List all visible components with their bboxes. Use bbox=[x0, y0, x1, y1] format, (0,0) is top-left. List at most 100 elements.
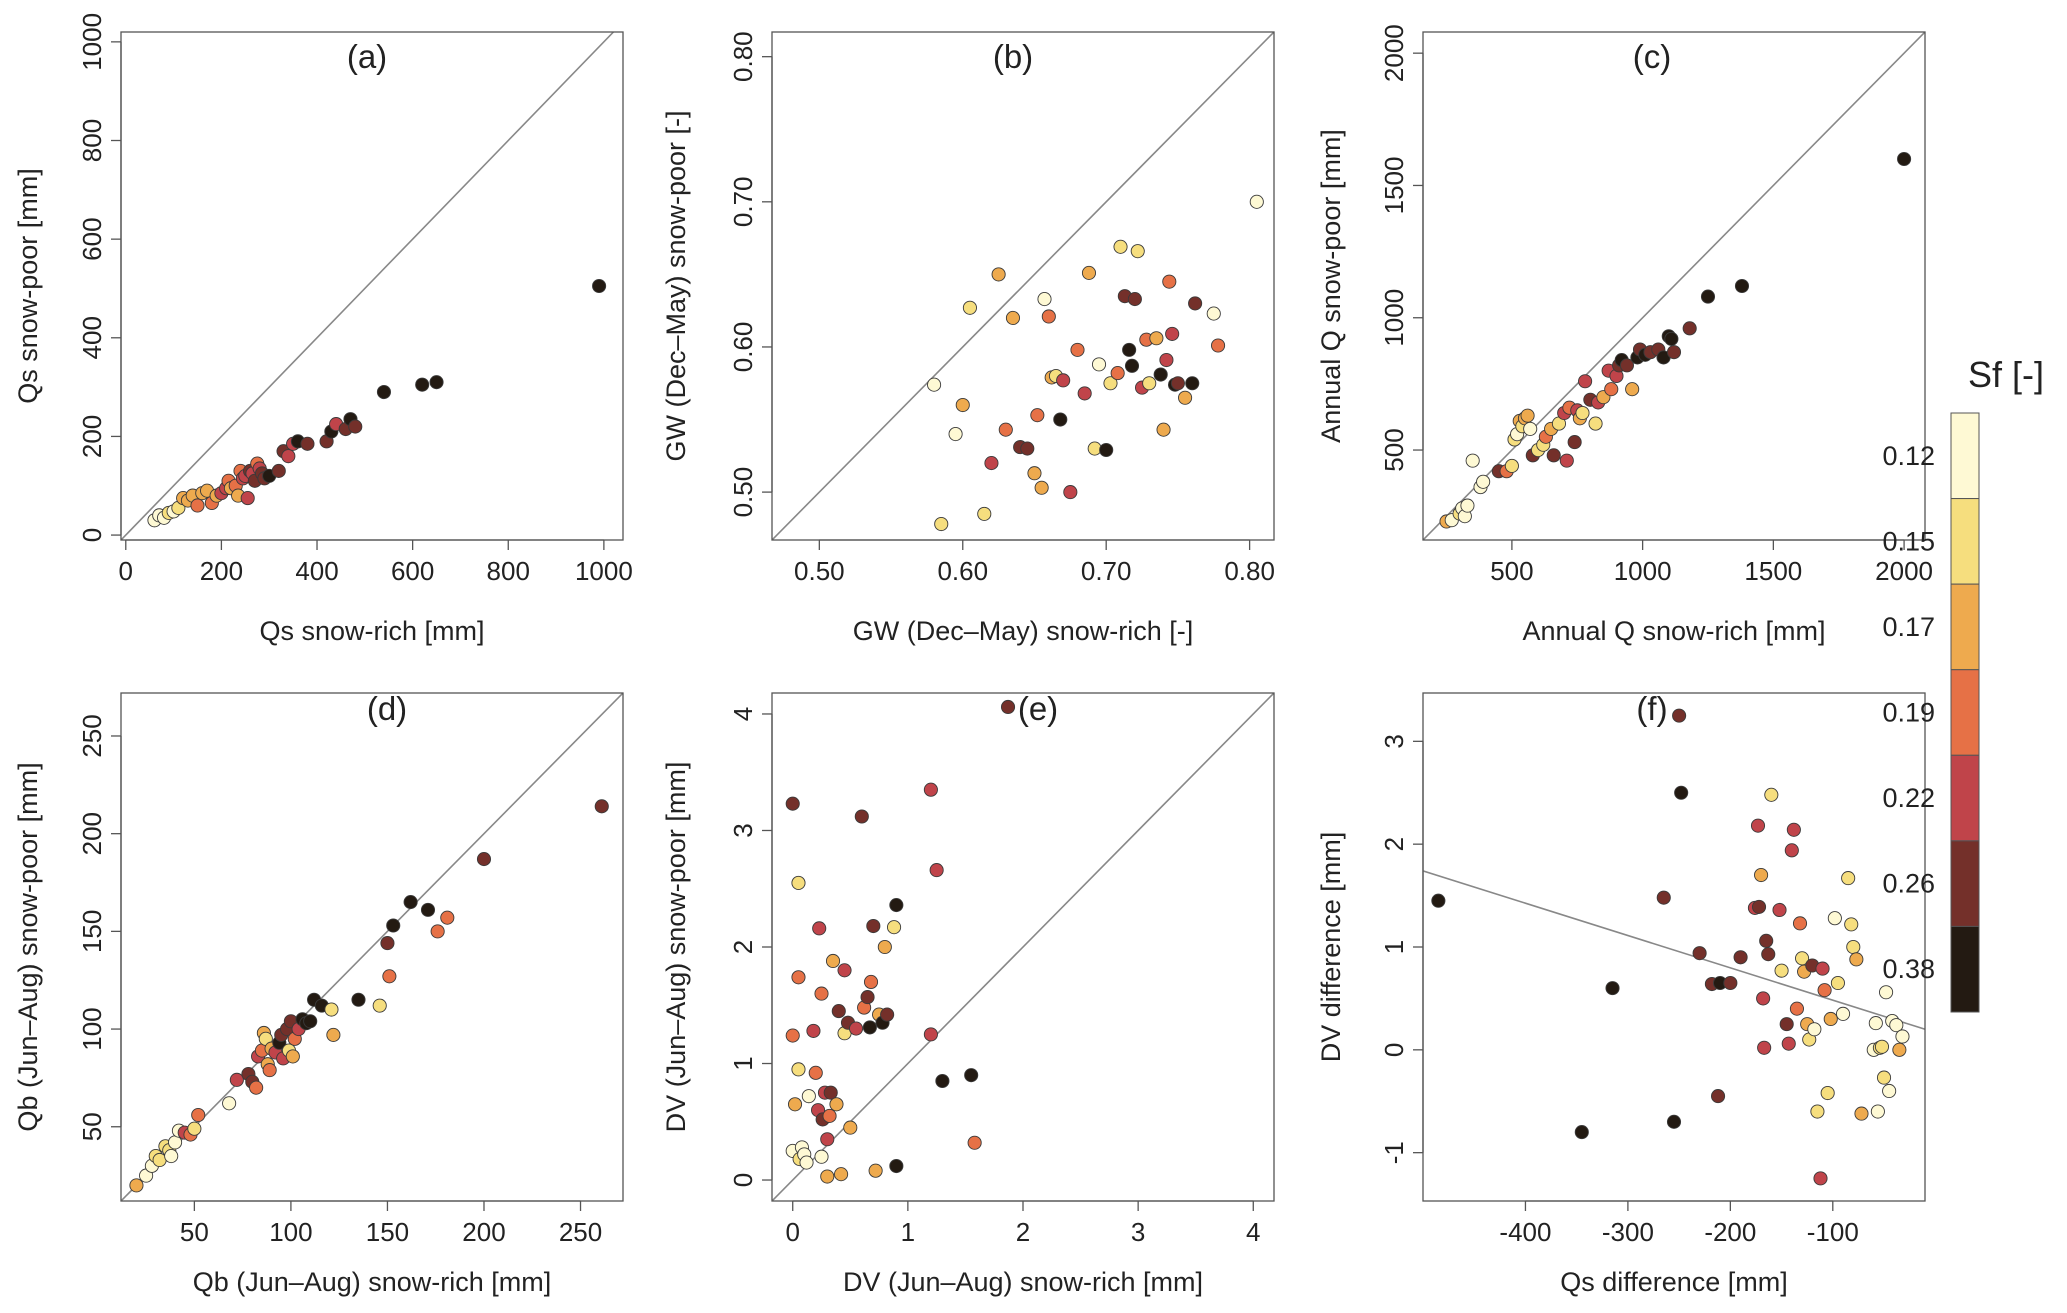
panel-e-plot bbox=[772, 693, 1274, 1201]
panel-f-ytick-label: 0 bbox=[1379, 1043, 1409, 1057]
panel-c: 500 1000 1500 2000 500 1000 1500 2000 (c) Annua… bbox=[1316, 24, 1933, 646]
panel-b-point bbox=[962, 300, 977, 315]
panel-f-point bbox=[1874, 1039, 1890, 1054]
panel-a-xtick-label: 200 bbox=[200, 556, 243, 586]
panel-d-ytick-label: 100 bbox=[77, 1007, 107, 1050]
panel-c-xtick-label: 2000 bbox=[1875, 556, 1933, 586]
panel-d-point bbox=[386, 918, 401, 933]
panel-c-point bbox=[1460, 498, 1475, 513]
colorbar-label: 0.22 bbox=[1882, 783, 1935, 813]
panel-b-point bbox=[1165, 326, 1180, 341]
panel-b-point bbox=[955, 397, 970, 413]
panel-d-point bbox=[351, 992, 366, 1007]
panel-b-point bbox=[1178, 390, 1193, 405]
panel-d-point bbox=[440, 910, 455, 925]
panel-f-point bbox=[1784, 843, 1799, 858]
panel-f-point bbox=[1868, 1016, 1883, 1031]
panel-f-point bbox=[1723, 975, 1738, 991]
panel-d-xtick-label: 150 bbox=[366, 1217, 409, 1247]
panel-e-point bbox=[929, 863, 944, 878]
panel-b-point bbox=[1103, 376, 1118, 391]
colorbar-label: 0.26 bbox=[1882, 869, 1935, 899]
panel-f-point bbox=[1827, 911, 1842, 926]
panel-c-point bbox=[1465, 453, 1480, 468]
panel-c-point bbox=[1625, 382, 1640, 397]
panel-e-point bbox=[923, 1027, 938, 1042]
panel-a-xtick-label: 0 bbox=[119, 556, 133, 586]
panel-f-point bbox=[1750, 818, 1766, 833]
panel-b-point bbox=[1030, 408, 1045, 423]
panel-b-ytick-label: 0.60 bbox=[728, 322, 758, 373]
colorbar-label: 0.12 bbox=[1882, 441, 1935, 471]
panel-f-xtick-label: -400 bbox=[1499, 1217, 1551, 1247]
panel-b-point bbox=[1170, 376, 1185, 391]
panel-a-point bbox=[281, 449, 296, 464]
panel-e-point bbox=[834, 1167, 849, 1182]
colorbar-labels: 0.12 0.15 0.17 0.19 0.22 0.26 0.38 bbox=[1882, 441, 1935, 984]
panel-f-frame bbox=[1422, 692, 1926, 1202]
panel-a-point bbox=[376, 384, 392, 400]
panel-f-point bbox=[1761, 947, 1776, 962]
panel-e-ylabel: DV (Jun–Aug) snow-poor [mm] bbox=[661, 762, 691, 1133]
panel-a-xtick-label: 800 bbox=[487, 556, 530, 586]
panel-b: 0.50 0.60 0.70 0.80 0.50 0.60 0.70 0.80 (b) GW … bbox=[661, 31, 1275, 646]
panel-c-point bbox=[1588, 416, 1603, 431]
panel-d-ylabel: Qb (Jun–Aug) snow-poor [mm] bbox=[13, 762, 43, 1131]
panel-e-one-to-one-line bbox=[772, 693, 1274, 1201]
panel-e-point bbox=[785, 1028, 800, 1043]
panel-b-xtick-label: 0.60 bbox=[937, 556, 988, 586]
panel-b-point bbox=[1027, 466, 1042, 481]
panel-b-xtick-label: 0.50 bbox=[794, 556, 845, 586]
panel-b-point bbox=[1185, 376, 1200, 391]
panel-a-ytick-label: 600 bbox=[77, 217, 107, 260]
panel-c-point bbox=[1897, 151, 1912, 167]
panel-d-xtick-label: 100 bbox=[269, 1217, 312, 1247]
panel-b-point bbox=[1081, 265, 1097, 280]
panel-f-point bbox=[1781, 1036, 1796, 1051]
panel-b-point bbox=[1127, 292, 1142, 307]
panel-f-title: (f) bbox=[1636, 690, 1667, 727]
panel-a: 0 200 400 600 800 1000 0 200 400 600 800 1000 (a) Q… bbox=[13, 13, 633, 646]
panel-b-point bbox=[1142, 376, 1157, 391]
panel-b-one-to-one-line bbox=[772, 32, 1274, 540]
panel-b-xtick-label: 0.70 bbox=[1081, 556, 1132, 586]
panel-c-xtick-label: 1500 bbox=[1744, 556, 1802, 586]
panel-e-point bbox=[862, 1020, 877, 1035]
panel-a-xtick-label: 600 bbox=[391, 556, 434, 586]
panel-a-xlabel: Qs snow-rich [mm] bbox=[259, 616, 484, 646]
panel-a-point bbox=[429, 375, 444, 390]
panel-b-point bbox=[984, 456, 999, 471]
panel-e-xtick-label: 2 bbox=[1016, 1217, 1030, 1247]
colorbar-swatch bbox=[1950, 840, 1980, 927]
panel-c-point bbox=[1476, 474, 1491, 489]
panel-b-xtick-label: 0.80 bbox=[1224, 556, 1275, 586]
panel-f-xtick-label: -300 bbox=[1602, 1217, 1654, 1247]
panel-d-point bbox=[229, 1072, 244, 1087]
panel-e-point bbox=[831, 1004, 846, 1019]
panel-f-xtick-label: -100 bbox=[1807, 1217, 1859, 1247]
panel-f-point bbox=[1786, 822, 1801, 837]
panel-d-point bbox=[187, 1121, 202, 1136]
panel-b-point bbox=[1130, 244, 1145, 259]
panel-a-ytick-label: 400 bbox=[77, 316, 107, 359]
panel-b-point bbox=[1063, 485, 1078, 500]
panel-c-point bbox=[1664, 331, 1679, 346]
panel-e-point bbox=[822, 1108, 837, 1123]
panel-a-point bbox=[592, 278, 607, 294]
panel-c-one-to-one-line bbox=[1423, 32, 1925, 540]
panel-e-point bbox=[799, 1155, 814, 1170]
panel-c-point bbox=[1700, 289, 1716, 304]
panel-e-title: (e) bbox=[1018, 690, 1058, 727]
panel-c-ytick-label: 1000 bbox=[1379, 289, 1409, 347]
panel-c-point bbox=[1567, 435, 1582, 450]
panel-d-point bbox=[303, 1014, 318, 1029]
panel-e-point bbox=[854, 809, 869, 824]
panel-e-point bbox=[825, 953, 841, 969]
panel-e-ytick-label: 2 bbox=[728, 940, 758, 954]
colorbar-swatches bbox=[1950, 412, 1980, 1013]
panel-d-xlabel: Qb (Jun–Aug) snow-rich [mm] bbox=[193, 1267, 552, 1297]
panel-d-point bbox=[326, 1027, 341, 1042]
panel-e-point bbox=[868, 1163, 883, 1178]
panel-b-point bbox=[1153, 367, 1168, 382]
